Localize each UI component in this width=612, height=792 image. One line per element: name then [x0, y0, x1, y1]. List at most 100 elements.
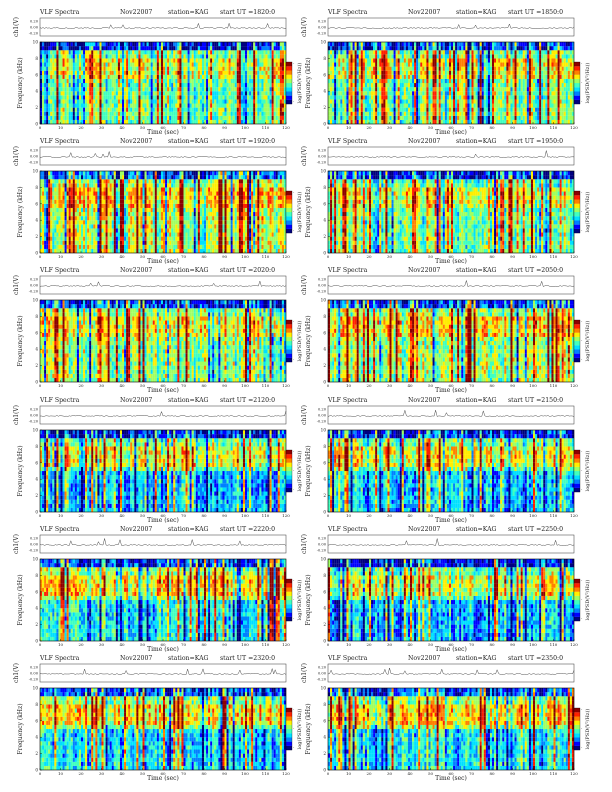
spectrogram-cell [446, 46, 449, 51]
spectrogram-cell [99, 50, 102, 55]
spectrogram-cell [428, 66, 431, 71]
spectrogram-cell [232, 42, 235, 47]
spectrogram-cell [412, 91, 415, 96]
spectrogram-cell [146, 99, 149, 104]
spectrogram-cell [444, 78, 447, 84]
spectrogram-cell [78, 119, 82, 125]
spectrogram-cell [81, 70, 84, 75]
spectrogram-cell [191, 78, 194, 84]
spectrogram-cell [469, 111, 472, 116]
spectrogram-cell [169, 115, 172, 120]
spectrogram-cell [66, 248, 69, 254]
spectrogram-cell [249, 119, 252, 125]
spectrogram-cell [150, 119, 153, 125]
channel-axis-label: ch1(V) [13, 17, 20, 37]
spectrogram-cell [187, 95, 190, 100]
spectrogram-cell [208, 95, 211, 100]
spectrogram-cell [561, 83, 564, 88]
spectrogram-cell [526, 66, 529, 71]
spectrogram-cell [539, 99, 542, 104]
spectrogram-cell [109, 99, 112, 104]
colorbar-segment [286, 95, 292, 100]
spectrogram-cell [281, 115, 284, 120]
spectrogram-cell [253, 103, 256, 108]
spectrogram-cell [537, 70, 540, 75]
spectrogram-cell [187, 74, 190, 79]
spectrogram-cell [181, 42, 184, 47]
spectrogram-cell [85, 74, 88, 79]
spectrogram-cell [401, 99, 404, 104]
spectrogram-cell [352, 42, 355, 47]
spectrogram-cell [283, 91, 287, 96]
spectrogram-cell [440, 70, 443, 75]
spectrogram-cell [348, 62, 351, 67]
spectrogram-cell [214, 58, 217, 63]
spectrogram-cell [369, 58, 372, 63]
spectrogram-cell [154, 58, 157, 63]
spectrogram-cell [183, 83, 186, 88]
spectrogram-cell [236, 115, 239, 120]
spectrogram-cell [471, 103, 474, 108]
spectrogram-cell [224, 107, 227, 112]
panel-start-time: start UT =1920:0 [220, 138, 275, 145]
spectrogram-cell [567, 70, 570, 75]
spectrogram-cell [469, 91, 472, 96]
colorbar-segment [574, 70, 580, 75]
spectrogram-cell [54, 74, 57, 79]
spectrogram-cell [561, 78, 564, 84]
spectrogram-cell [261, 115, 264, 120]
spectrogram-cell [446, 87, 449, 92]
spectrogram-cell [177, 54, 180, 59]
spectrogram-cell [541, 58, 544, 63]
spectrogram-cell [167, 58, 170, 63]
spectrogram-cell [199, 62, 202, 67]
spectrogram-cell [191, 95, 194, 100]
spectrogram-cell [232, 95, 235, 100]
spectrogram-cell [58, 95, 61, 100]
spectrogram-cell [183, 103, 186, 108]
spectrogram-cell [173, 66, 176, 71]
spectrogram-cell [475, 103, 478, 108]
spectrogram-cell [160, 66, 164, 71]
spectrogram-cell [134, 50, 137, 55]
spectrogram-cell [440, 111, 443, 116]
spectrogram-cell [422, 103, 425, 108]
spectrogram-cell [156, 107, 159, 112]
spectrogram-cell [273, 91, 276, 96]
spectrogram-cell [393, 74, 396, 79]
spectrogram-cell [70, 83, 73, 88]
spectrogram-cell [163, 115, 166, 120]
spectrogram-cell [60, 107, 63, 112]
spectrogram-cell [383, 42, 386, 47]
spectrogram-cell [113, 58, 116, 63]
spectrogram-cell [504, 58, 507, 63]
spectrogram-cell [434, 46, 437, 51]
spectrogram-cell [234, 66, 237, 71]
spectrogram-cell [210, 74, 213, 79]
spectrogram-cell [122, 46, 125, 51]
spectrogram-cell [212, 50, 215, 55]
spectrogram-cell [267, 66, 270, 71]
spectrogram-cell [214, 74, 217, 79]
spectrogram-cell [109, 83, 112, 88]
spectrogram-cell [267, 46, 270, 51]
spectrogram-cell [412, 62, 415, 67]
spectrogram-cell [50, 119, 53, 125]
spectrogram-cell [269, 54, 272, 59]
spectrogram-cell [136, 87, 139, 92]
spectrogram-cell [156, 66, 159, 71]
spectrogram-cell [475, 87, 478, 92]
spectrogram-cell [405, 111, 408, 116]
spectrogram-cell [512, 119, 515, 125]
channel-axis-label: ch1(V) [13, 146, 20, 166]
spectrogram-cell [430, 87, 433, 92]
spectrogram-cell [66, 42, 69, 47]
spectrogram-cell [249, 62, 252, 67]
spectrogram-cell [354, 103, 357, 108]
spectrogram-cell [185, 111, 188, 116]
spectrogram-cell [442, 115, 445, 120]
spectrogram-cell [101, 58, 104, 63]
spectrogram-cell [405, 119, 408, 125]
spectrogram-cell [206, 95, 209, 100]
spectrogram-cell [160, 87, 164, 92]
